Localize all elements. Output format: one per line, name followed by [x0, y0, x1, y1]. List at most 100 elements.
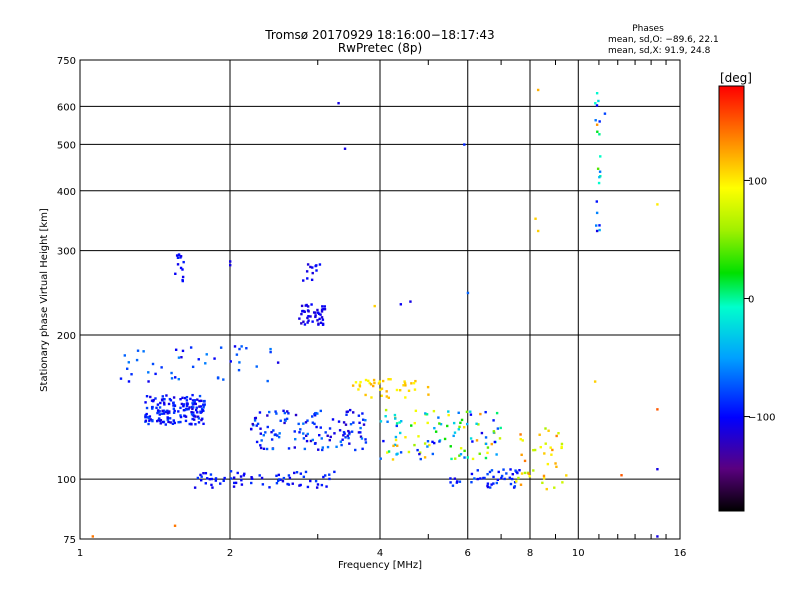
data-point: [145, 395, 149, 398]
data-point: [471, 457, 475, 461]
data-point: [333, 432, 336, 435]
x-tick-label: 10: [572, 548, 585, 559]
data-point: [251, 422, 254, 426]
data-point: [266, 379, 269, 383]
y-tick-label: 200: [57, 331, 76, 342]
data-point: [542, 477, 546, 480]
data-point: [505, 472, 508, 475]
data-point: [453, 431, 457, 434]
data-point: [379, 457, 382, 460]
data-point: [168, 410, 171, 413]
data-point: [166, 418, 169, 421]
data-point: [170, 371, 173, 375]
data-point: [210, 477, 213, 481]
data-point: [328, 473, 331, 476]
data-point: [184, 415, 188, 418]
data-point: [156, 419, 159, 423]
data-point: [432, 409, 436, 413]
data-point: [240, 478, 243, 482]
data-point: [162, 412, 166, 415]
data-point: [379, 388, 382, 391]
data-point: [402, 384, 405, 387]
data-point: [202, 422, 205, 426]
data-point: [250, 481, 253, 485]
data-point: [413, 421, 416, 425]
data-point: [539, 445, 542, 449]
data-point: [301, 309, 304, 313]
data-point: [254, 416, 258, 420]
data-point: [282, 476, 286, 480]
data-point: [419, 457, 422, 461]
data-point: [293, 430, 296, 433]
data-point: [452, 421, 456, 425]
data-point: [437, 416, 440, 419]
data-point: [381, 379, 385, 383]
data-point: [315, 486, 319, 489]
data-point: [407, 389, 411, 393]
data-point: [337, 101, 340, 105]
data-point: [154, 372, 157, 376]
data-point: [299, 428, 302, 431]
data-point: [321, 322, 325, 326]
data-point: [298, 317, 301, 320]
data-point: [264, 431, 267, 434]
data-point: [197, 417, 201, 420]
data-point: [260, 476, 264, 480]
data-point: [492, 419, 495, 422]
data-point: [316, 311, 320, 314]
data-point: [349, 422, 353, 426]
data-point: [350, 430, 354, 433]
data-point: [184, 419, 188, 423]
data-point: [357, 388, 360, 391]
data-point: [449, 481, 452, 484]
data-point: [414, 379, 417, 383]
data-point: [163, 403, 166, 406]
data-point: [302, 279, 305, 282]
data-point: [202, 472, 205, 475]
data-point: [599, 155, 602, 158]
data-point: [346, 434, 350, 437]
data-point: [541, 481, 544, 485]
data-point: [275, 412, 278, 415]
data-point: [361, 412, 364, 415]
data-point: [503, 477, 506, 481]
data-point: [496, 478, 500, 481]
data-point: [403, 382, 407, 385]
data-point: [447, 413, 450, 417]
data-point: [180, 402, 184, 406]
data-point: [196, 398, 199, 401]
data-point: [449, 477, 452, 480]
data-point: [347, 429, 350, 433]
data-point: [451, 484, 455, 487]
data-point: [287, 412, 290, 415]
data-point: [325, 485, 328, 488]
data-point: [123, 354, 127, 357]
data-point: [323, 305, 326, 308]
data-point: [181, 268, 184, 271]
data-point: [498, 437, 502, 440]
data-point: [274, 410, 277, 413]
data-point: [377, 382, 381, 385]
data-point: [276, 479, 280, 483]
data-point: [286, 482, 289, 486]
data-point: [179, 420, 182, 424]
data-point: [126, 367, 129, 370]
data-point: [385, 395, 389, 398]
data-point: [597, 99, 600, 103]
data-point: [151, 419, 154, 422]
data-point: [278, 432, 281, 435]
data-point: [187, 407, 190, 411]
data-point: [423, 442, 427, 445]
chart-title: Tromsø 20170929 18:16:00−18:17:43: [264, 28, 494, 42]
data-point: [595, 104, 599, 107]
data-point: [204, 471, 208, 475]
data-point: [359, 426, 362, 430]
data-point: [274, 433, 277, 436]
data-point: [329, 435, 332, 439]
data-point: [149, 395, 152, 399]
data-point: [358, 383, 361, 386]
data-point: [136, 349, 140, 352]
data-point: [319, 426, 322, 429]
data-point: [462, 426, 466, 429]
